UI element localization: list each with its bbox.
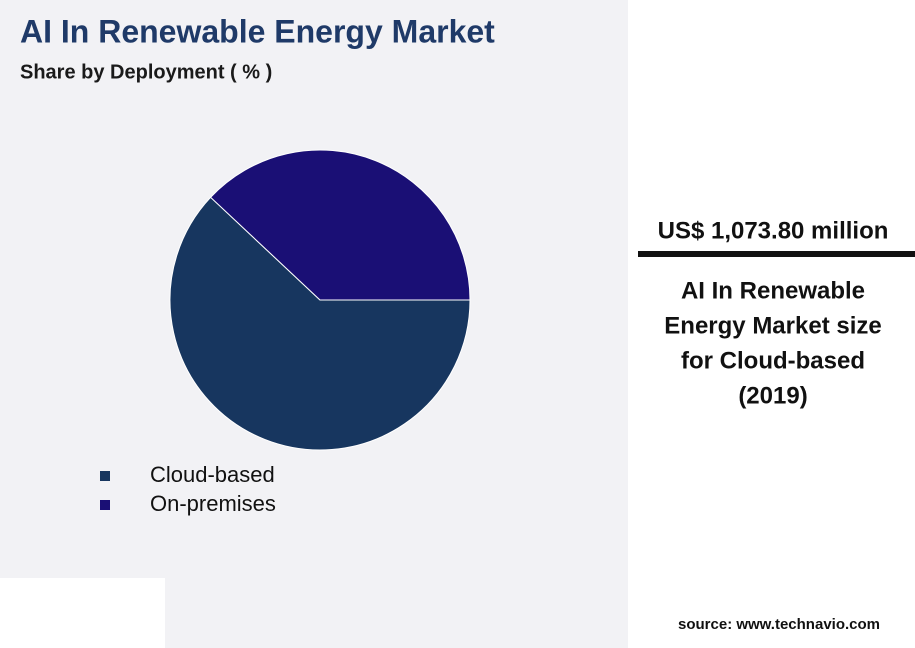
legend-marker	[100, 471, 110, 481]
pie-slice	[209, 149, 471, 301]
caption-line: (2019)	[738, 382, 807, 409]
caption-line: Energy Market size	[664, 312, 881, 339]
caption-line: AI In Renewable	[681, 277, 865, 304]
highlight-caption: AI In Renewable Energy Market size for Clo…	[664, 277, 881, 409]
legend-label: On-premises	[150, 491, 276, 516]
chart-title: AI In Renewable Energy Market	[20, 13, 495, 49]
pie-slice	[169, 196, 471, 451]
caption-line: for Cloud-based	[681, 347, 865, 374]
side-panel	[628, 0, 915, 648]
source: source: www.technavio.com	[678, 616, 880, 633]
legend: Cloud-based On-premises	[100, 462, 276, 516]
pie	[169, 149, 471, 451]
divider	[638, 251, 915, 257]
chart-subtitle: Share by Deployment ( % )	[20, 61, 272, 83]
corner-patch	[0, 578, 165, 648]
legend-label: Cloud-based	[150, 462, 275, 487]
highlight-value: US$ 1,073.80 million	[658, 217, 889, 244]
legend-marker	[100, 500, 110, 510]
